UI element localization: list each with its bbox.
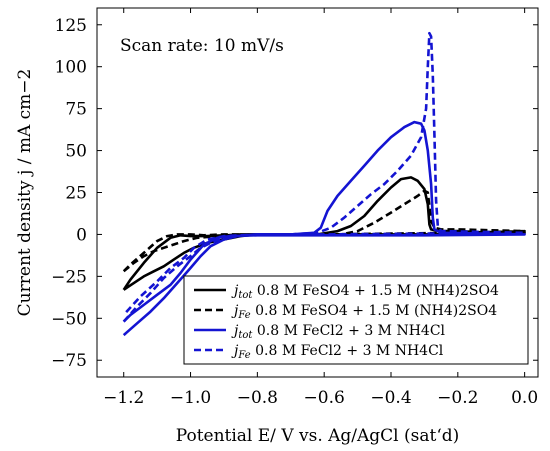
y-tick-label: 25 <box>65 184 87 204</box>
series-layer <box>122 31 526 337</box>
x-tick-label: −1.0 <box>170 388 211 408</box>
x-tick-label: −0.6 <box>304 388 345 408</box>
y-tick-label: 125 <box>55 16 87 36</box>
ticks-layer: −1.2 −1.0 −0.8 −0.6 −0.4 −0.2 0.0 −75 −50 −25 0 25 5… <box>51 8 538 408</box>
x-tick-label: −0.4 <box>370 388 411 408</box>
legend-label: jtot 0.8 M FeCl2 + 3 M NH4Cl <box>231 323 446 341</box>
y-tick-label: −75 <box>51 351 87 371</box>
x-tick-label: −1.2 <box>103 388 144 408</box>
x-tick-label: −0.2 <box>437 388 478 408</box>
x-tick-label: 0.0 <box>511 388 538 408</box>
series-line-2 <box>122 189 526 273</box>
y-tick-label: 100 <box>55 58 87 78</box>
scan-rate-annotation: Scan rate: 10 mV/s <box>120 36 284 56</box>
legend-label: jtot 0.8 M FeSO4 + 1.5 M (NH4)2SO4 <box>231 283 499 301</box>
y-tick-label: 0 <box>76 225 87 245</box>
y-tick-label: −25 <box>51 267 87 287</box>
y-tick-label: 50 <box>65 142 87 162</box>
x-axis-label: Potential E/ V vs. Ag/AgCl (sat‘d) <box>176 426 460 446</box>
x-tick-label: −0.8 <box>237 388 278 408</box>
y-tick-label: 75 <box>65 100 87 120</box>
series-line-3 <box>122 120 526 337</box>
legend-label: jFe 0.8 M FeCl2 + 3 M NH4Cl <box>231 343 444 361</box>
y-tick-label: −50 <box>51 309 87 329</box>
legend: jtot 0.8 M FeSO4 + 1.5 M (NH4)2SO4 jFe 0.… <box>183 275 529 365</box>
y-axis-label: Current density j / mA cm−2 <box>15 69 35 317</box>
legend-box <box>183 275 529 365</box>
legend-label: jFe 0.8 M FeSO4 + 1.5 M (NH4)2SO4 <box>231 303 497 321</box>
series-line-4 <box>122 31 526 323</box>
